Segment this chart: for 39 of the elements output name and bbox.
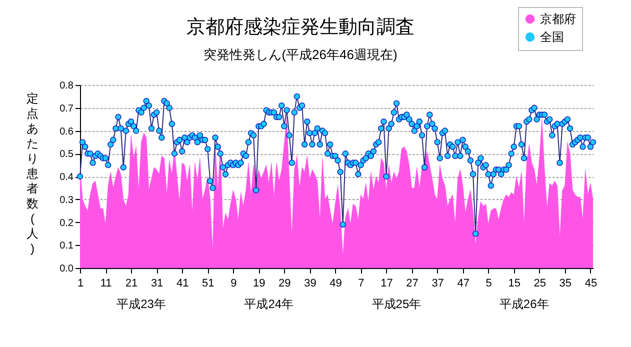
x-tick-label: 17 <box>380 278 393 290</box>
x-tick-label: 35 <box>559 278 572 290</box>
x-tick-label: 5 <box>486 278 492 290</box>
y-tick-label: 0.1 <box>60 240 74 252</box>
text: 平成25年 <box>372 297 422 311</box>
x-tick-label: 29 <box>278 278 291 290</box>
legend-label: 京都府 <box>540 12 576 26</box>
x-tick-label: 47 <box>457 278 470 290</box>
text: 平成26年 <box>499 297 549 311</box>
y-tick-label: 0.2 <box>60 218 74 229</box>
x-tick-label: 51 <box>202 278 214 290</box>
x-tick-label: 31 <box>150 278 164 290</box>
text: 平成24年 <box>244 297 294 311</box>
x-tick-label: 11 <box>100 278 112 290</box>
x-tick-label: 15 <box>508 278 521 290</box>
x-tick-label: 37 <box>432 278 444 290</box>
chart-subtitle: 突発性発しん(平成26年46週現在) <box>204 47 398 62</box>
y-tick-label: 0.4 <box>60 172 74 183</box>
chart-title: 京都府感染症発生動向調査 <box>186 16 414 38</box>
x-tick-label: 49 <box>330 278 342 290</box>
text: 定点あたり患者数(人) <box>26 92 38 256</box>
x-tick-label: 9 <box>230 278 237 290</box>
y-tick-label: 0.5 <box>60 149 74 160</box>
y-tick-label: 0.3 <box>60 194 74 206</box>
x-tick-label: 19 <box>253 278 266 290</box>
text: 平成23年 <box>116 297 166 311</box>
x-tick-label: 45 <box>584 278 598 290</box>
y-tick-label: 0.8 <box>60 80 74 92</box>
x-tick-label: 25 <box>534 278 546 290</box>
y-tick-label: 0.7 <box>60 103 74 114</box>
y-tick-label: 0.0 <box>60 264 74 274</box>
y-tick-label: 0.6 <box>60 126 74 138</box>
x-tick-label: 39 <box>304 278 316 290</box>
x-tick-label: 1 <box>77 278 84 290</box>
x-tick-label: 41 <box>176 278 189 290</box>
x-tick-label: 27 <box>406 278 418 290</box>
legend-label: 全国 <box>540 30 564 44</box>
x-tick-label: 7 <box>358 278 364 290</box>
x-tick-label: 21 <box>125 278 138 290</box>
